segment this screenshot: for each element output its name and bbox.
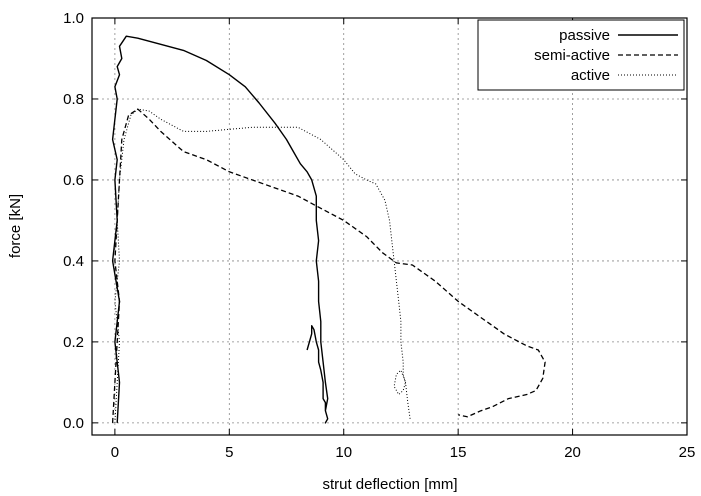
- x-tick-label: 10: [335, 444, 352, 461]
- y-tick-label: 0.6: [63, 172, 84, 189]
- series-line-active: [114, 108, 411, 423]
- series-line-semi-active: [111, 108, 546, 423]
- y-tick-label: 0.8: [63, 91, 84, 108]
- y-axis-label: force [kN]: [7, 194, 24, 258]
- legend-label-passive: passive: [559, 27, 610, 44]
- legend: passive semi-active active: [477, 19, 685, 91]
- legend-label-semi-active: semi-active: [534, 47, 610, 64]
- y-tick-label: 0.0: [63, 415, 84, 432]
- legend-label-active: active: [571, 67, 610, 84]
- series-lines: [111, 35, 546, 424]
- y-tick-label: 0.2: [63, 334, 84, 351]
- x-tick-label: 15: [450, 444, 467, 461]
- series-line-passive: [111, 35, 329, 424]
- x-tick-label: 5: [225, 444, 233, 461]
- legend-box: [477, 19, 685, 91]
- x-tick-label: 20: [564, 444, 581, 461]
- x-tick-label: 25: [679, 444, 696, 461]
- x-tick-label: 0: [111, 444, 119, 461]
- x-axis-label: strut deflection [mm]: [322, 476, 457, 493]
- plot-frame: [91, 17, 688, 436]
- axis-ticks: [92, 17, 688, 435]
- y-tick-label: 0.4: [63, 253, 84, 270]
- y-tick-label: 1.0: [63, 10, 84, 27]
